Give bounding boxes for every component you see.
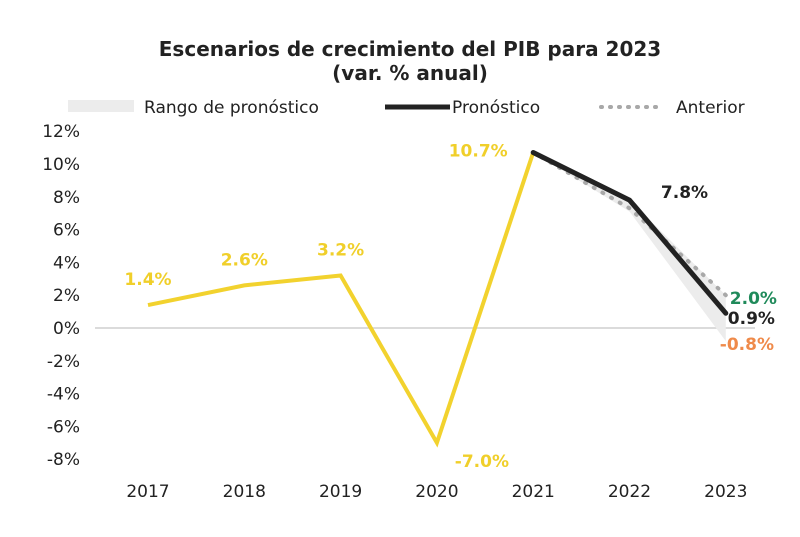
annotation-label: -0.8% <box>720 335 774 355</box>
annotation-label: 2.0% <box>730 289 777 309</box>
legend-range-swatch <box>68 100 134 112</box>
legend-previous-label: Anterior <box>676 98 745 118</box>
forecast-line <box>530 150 729 316</box>
y-tick-label: -6% <box>47 417 80 437</box>
x-axis: 2017 2018 2019 2020 2021 2022 2023 <box>126 482 747 502</box>
data-label: -7.0% <box>455 452 509 472</box>
x-tick-label: 2023 <box>704 482 747 502</box>
forecast-range-band <box>533 152 726 342</box>
y-tick-label: 2% <box>53 286 80 306</box>
previous-forecast-line <box>531 150 728 298</box>
y-tick-label: -4% <box>47 385 80 405</box>
data-label: 1.4% <box>124 270 171 290</box>
y-tick-label: 6% <box>53 221 80 241</box>
chart-title: Escenarios de crecimiento del PIB para 2… <box>159 37 661 61</box>
y-tick-label: 0% <box>53 319 80 339</box>
data-label: 0.9% <box>728 309 775 329</box>
legend-range-label: Rango de pronóstico <box>144 98 319 118</box>
x-tick-label: 2019 <box>319 482 362 502</box>
y-tick-label: -2% <box>47 352 80 372</box>
y-tick-label: 8% <box>53 188 80 208</box>
x-tick-label: 2021 <box>512 482 555 502</box>
data-label: 7.8% <box>661 183 708 203</box>
x-tick-label: 2020 <box>415 482 458 502</box>
y-tick-label: 4% <box>53 253 80 273</box>
legend-forecast-label: Pronóstico <box>452 98 540 118</box>
x-tick-label: 2018 <box>223 482 266 502</box>
y-tick-label: 12% <box>42 122 80 142</box>
y-axis: 12% 10% 8% 6% 4% 2% 0% -2% -4% -6% -8% <box>42 122 80 470</box>
data-label: 2.6% <box>221 250 268 270</box>
chart-subtitle: (var. % anual) <box>332 61 488 85</box>
historical-line <box>147 151 536 448</box>
x-tick-label: 2017 <box>126 482 169 502</box>
x-tick-label: 2022 <box>608 482 651 502</box>
data-label: 10.7% <box>449 142 508 162</box>
y-tick-label: -8% <box>47 450 80 470</box>
data-label: 3.2% <box>317 241 364 261</box>
y-tick-label: 10% <box>42 155 80 175</box>
plot-area: 1.4% 2.6% 3.2% -7.0% 10.7% 7.8% 0.9%2.0% -0.8% <box>95 142 777 472</box>
legend: Rango de pronóstico Pronóstico Anterior <box>68 98 745 118</box>
